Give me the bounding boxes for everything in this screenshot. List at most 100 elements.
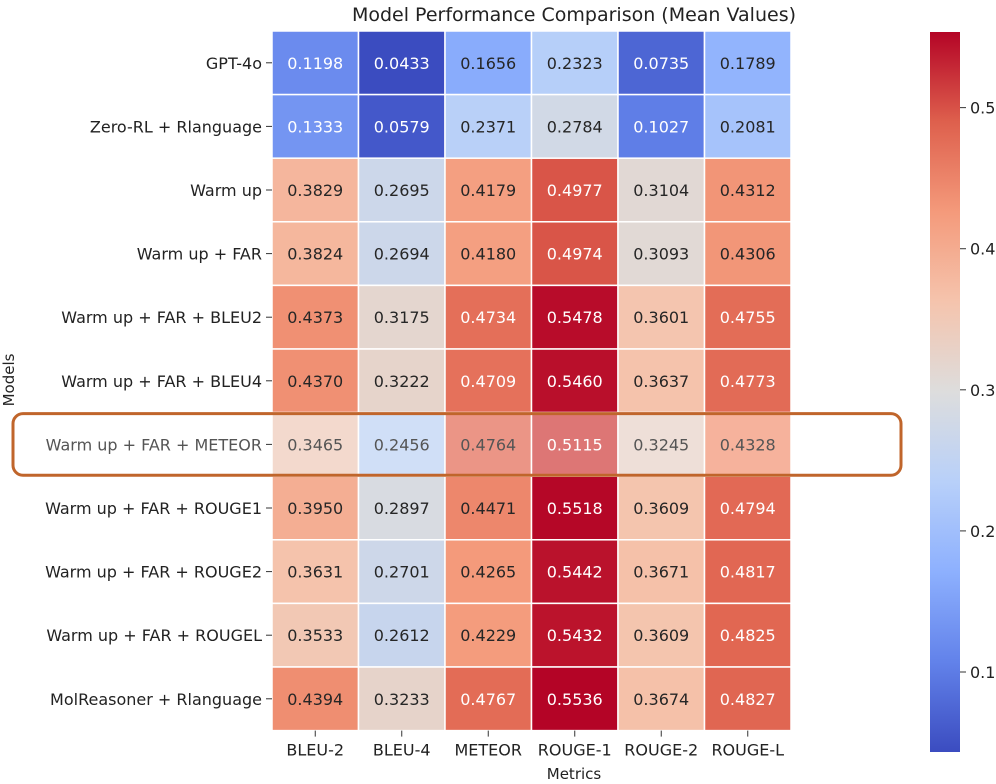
column-labels: BLEU-2 BLEU-4 METEOR ROUGE-1 ROUGE-2 ROUGE-L [286,730,784,760]
cell-value-label: 0.3609 [633,499,689,518]
cell-value-label: 0.3175 [374,308,430,327]
column-label: ROUGE-1 [538,741,612,760]
heatmap-cell [703,348,792,414]
heatmap-cell [271,348,360,414]
column-label: BLEU-2 [286,741,344,760]
cell-value-label: 0.4827 [720,690,776,709]
cell-value-label: 0.4312 [720,181,776,200]
cell-value-label: 0.1789 [720,54,776,73]
column-label: BLEU-4 [373,741,431,760]
row-label: MolReasoner + Rlanguage [50,690,262,709]
cell-value-label: 0.3222 [374,372,430,391]
cell-value-label: 0.3824 [287,245,343,264]
cell-value-label: 0.5115 [547,435,603,454]
cell-value-label: 0.2456 [374,435,430,454]
cell-value-label: 0.4306 [720,245,776,264]
cell-value-label: 0.2695 [374,181,430,200]
heatmap-cell [357,157,446,223]
cell-value-label: 0.0735 [633,54,689,73]
cell-value-label: 0.2612 [374,626,430,645]
heatmap-cell [530,666,619,732]
cell-value-label: 0.4709 [460,372,516,391]
cell-value-label: 0.3829 [287,181,343,200]
heatmap-cell [703,221,792,287]
cell-value-label: 0.4471 [460,499,516,518]
heatmap-cell [357,30,446,96]
row-label: Warm up + FAR + ROUGEL [46,626,262,645]
row-label: Warm up + FAR + ROUGE1 [45,499,262,518]
row-label: Zero-RL + Rlanguage [90,117,262,136]
column-label: ROUGE-2 [624,741,698,760]
cell-value-label: 0.4825 [720,626,776,645]
cell-value-label: 0.3674 [633,690,689,709]
cell-value-label: 0.4764 [460,435,516,454]
cell-value-label: 0.3671 [633,563,689,582]
cell-value-label: 0.2371 [460,117,516,136]
heatmap-cell [357,602,446,668]
cell-value-label: 0.3950 [287,499,343,518]
heatmap-cell [617,157,706,223]
cell-value-label: 0.2784 [547,117,603,136]
row-label: Warm up [190,181,262,200]
heatmap-cell [271,602,360,668]
cell-value-label: 0.1333 [287,117,343,136]
heatmap-cell [703,411,792,477]
cell-value-label: 0.3233 [374,690,430,709]
cell-value-label: 0.4328 [720,435,776,454]
cell-value-label: 0.4977 [547,181,603,200]
x-axis-label: Metrics [547,765,602,783]
cell-value-label: 0.2897 [374,499,430,518]
heatmap-cell [530,221,619,287]
cell-value-label: 0.3093 [633,245,689,264]
cell-value-label: 0.3465 [287,435,343,454]
column-label: METEOR [454,741,522,760]
heatmap-cell [617,284,706,350]
colorbar-tick-label: 0.4 [970,240,995,259]
row-label: Warm up + FAR + METEOR [46,435,262,454]
row-label: GPT-4o [206,54,262,73]
heatmap-cell [617,539,706,605]
cell-value-label: 0.4394 [287,690,343,709]
column-label: ROUGE-L [711,741,784,760]
cell-value-label: 0.0579 [374,117,430,136]
y-axis-label: Models [0,353,18,406]
heatmap-cell [357,221,446,287]
cell-value-label: 0.1656 [460,54,516,73]
cell-value-label: 0.4180 [460,245,516,264]
highlight-layer [11,412,903,477]
highlight-box [11,412,903,477]
heatmap-cell [703,30,792,96]
heatmap-cell [703,157,792,223]
colorbar-tick-label: 0.1 [970,663,995,682]
cell-value-label: 0.4370 [287,372,343,391]
cell-value-label: 0.2694 [374,245,430,264]
cell-value-label: 0.3245 [633,435,689,454]
cell-value-label: 0.4265 [460,563,516,582]
heatmap-cell [271,221,360,287]
cell-value-label: 0.3533 [287,626,343,645]
heatmap-cell [703,666,792,732]
heatmap-cell [357,539,446,605]
cell-value-label: 0.4817 [720,563,776,582]
cell-value-label: 0.5518 [547,499,603,518]
cell-value-label: 0.5432 [547,626,603,645]
colorbar-tick-label: 0.2 [970,522,995,541]
colorbar-tick-label: 0.5 [970,99,995,118]
heatmap-cell [530,93,619,159]
heatmap-cell [271,666,360,732]
cell-value-label: 0.4755 [720,308,776,327]
cell-value-label: 0.5536 [547,690,603,709]
cell-value-label: 0.4734 [460,308,516,327]
chart-title: Model Performance Comparison (Mean Value… [352,4,796,26]
cell-value-label: 0.3609 [633,626,689,645]
cell-value-label: 0.4229 [460,626,516,645]
colorbar-gradient [930,32,960,752]
cell-value-label: 0.2701 [374,563,430,582]
heatmap-cell [703,93,792,159]
cell-value-label: 0.2323 [547,54,603,73]
heatmap-cell [271,539,360,605]
cell-value-label: 0.2081 [720,117,776,136]
heatmap-cell [617,475,706,541]
colorbar-tick-label: 0.3 [970,381,995,400]
